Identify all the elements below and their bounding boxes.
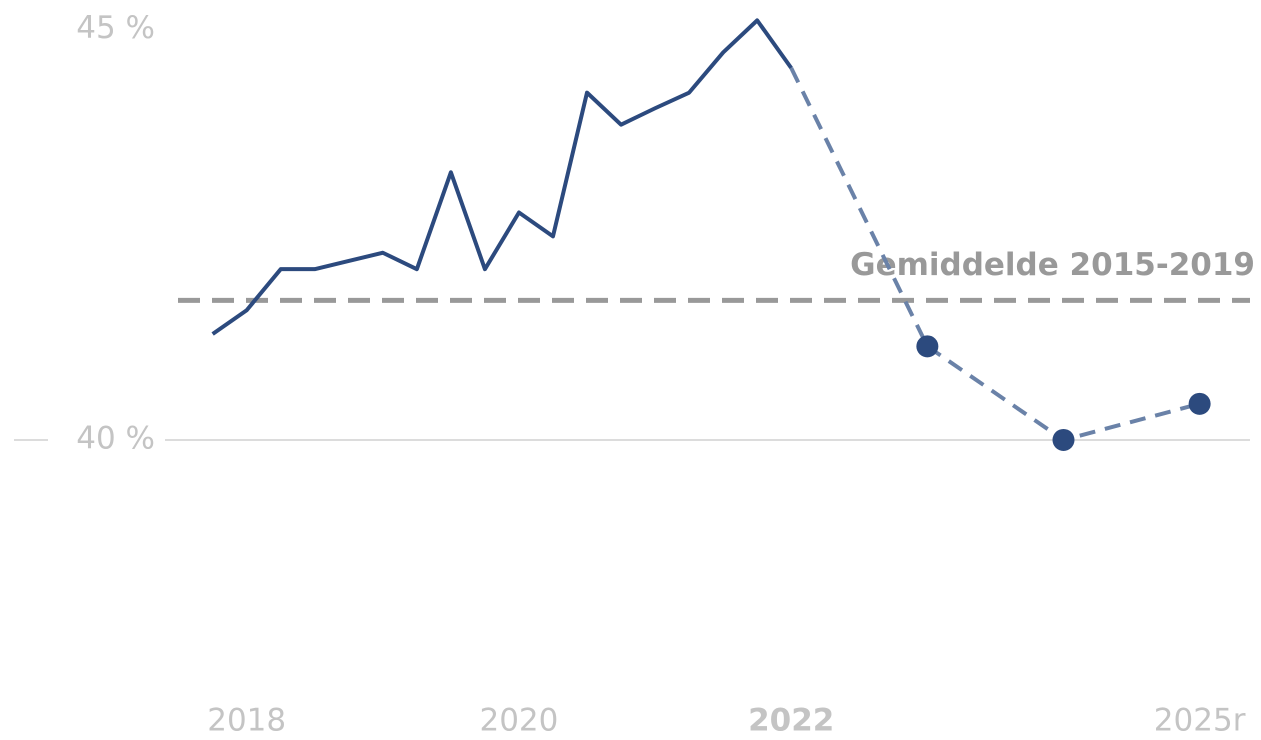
connector bbox=[789, 67, 930, 348]
series-line bbox=[211, 18, 793, 336]
x-tick-label: 2020 bbox=[479, 703, 558, 739]
point bbox=[916, 335, 939, 358]
series-line bbox=[926, 344, 1201, 442]
x-tick-label: 2025r bbox=[1154, 703, 1246, 739]
y-tick-label: 40 % bbox=[76, 420, 155, 456]
point bbox=[1052, 428, 1075, 451]
annotation-label: Gemiddelde 2015-2019 bbox=[850, 247, 1255, 283]
x-tick-label: 2022 bbox=[748, 703, 834, 739]
x-tick-label: 2018 bbox=[207, 703, 286, 739]
y-tick-label: 45 % bbox=[76, 10, 155, 46]
point bbox=[1188, 392, 1211, 415]
